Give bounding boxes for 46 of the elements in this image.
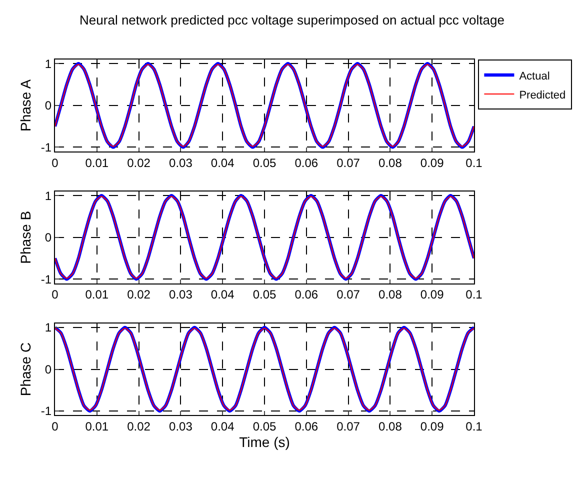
y-tick-label: 0 bbox=[44, 98, 52, 113]
x-tick-label: 0.04 bbox=[210, 420, 235, 434]
chart-title: Neural network predicted pcc voltage superimposed on actual pcc voltage bbox=[80, 12, 504, 28]
x-tick-label: 0.1 bbox=[466, 288, 483, 302]
x-tick-label: 0.06 bbox=[294, 288, 318, 302]
x-tick-label: 0.03 bbox=[169, 156, 193, 170]
x-tick-label: 0.07 bbox=[336, 420, 360, 434]
y-tick-label: 0 bbox=[44, 230, 52, 245]
x-tick-label: 0.04 bbox=[210, 288, 235, 302]
y-tick-label: -1 bbox=[40, 140, 52, 154]
legend-label: Actual bbox=[519, 70, 550, 82]
x-tick-label: 0.04 bbox=[210, 156, 235, 170]
x-tick-label: 0.05 bbox=[252, 288, 276, 302]
x-tick-label: 0.08 bbox=[378, 288, 402, 302]
x-tick-label: 0.01 bbox=[85, 420, 109, 434]
x-tick-label: 0.03 bbox=[169, 420, 193, 434]
x-tick-label: 0.09 bbox=[420, 420, 444, 434]
x-tick-label: 0.09 bbox=[420, 288, 444, 302]
y-tick-label: 1 bbox=[44, 188, 52, 203]
x-tick-label: 0.03 bbox=[169, 288, 193, 302]
x-tick-label: 0.07 bbox=[336, 288, 360, 302]
x-tick-label: 0.1 bbox=[466, 156, 483, 170]
y-tick-label: 1 bbox=[44, 56, 52, 71]
y-tick-label: 1 bbox=[44, 320, 52, 335]
x-axis-title: Time (s) bbox=[239, 434, 290, 450]
y-axis-title: Phase C bbox=[18, 342, 34, 396]
y-axis-title: Phase B bbox=[18, 210, 34, 264]
legend-label: Predicted bbox=[519, 89, 566, 102]
x-tick-label: 0.09 bbox=[420, 156, 444, 170]
x-tick-label: 0.07 bbox=[336, 156, 360, 170]
y-tick-label: 0 bbox=[44, 362, 52, 376]
x-tick-label: 0.06 bbox=[294, 420, 318, 434]
x-tick-label: 0.1 bbox=[466, 420, 483, 434]
y-tick-label: -1 bbox=[40, 272, 52, 286]
x-tick-label: 0.05 bbox=[252, 420, 276, 434]
y-axis-title: Phase A bbox=[18, 78, 34, 132]
x-tick-label: 0.06 bbox=[294, 156, 318, 170]
y-tick-label: -1 bbox=[40, 404, 52, 418]
x-tick-label: 0.02 bbox=[127, 288, 151, 302]
x-tick-label: 0.01 bbox=[85, 288, 109, 302]
x-tick-label: 0.02 bbox=[127, 156, 151, 170]
x-tick-label: 0.05 bbox=[252, 156, 276, 170]
x-tick-label: 0.08 bbox=[378, 420, 402, 434]
x-tick-label: 0.02 bbox=[127, 420, 151, 434]
x-tick-label: 0.01 bbox=[85, 156, 109, 170]
x-tick-label: 0.08 bbox=[378, 156, 402, 170]
